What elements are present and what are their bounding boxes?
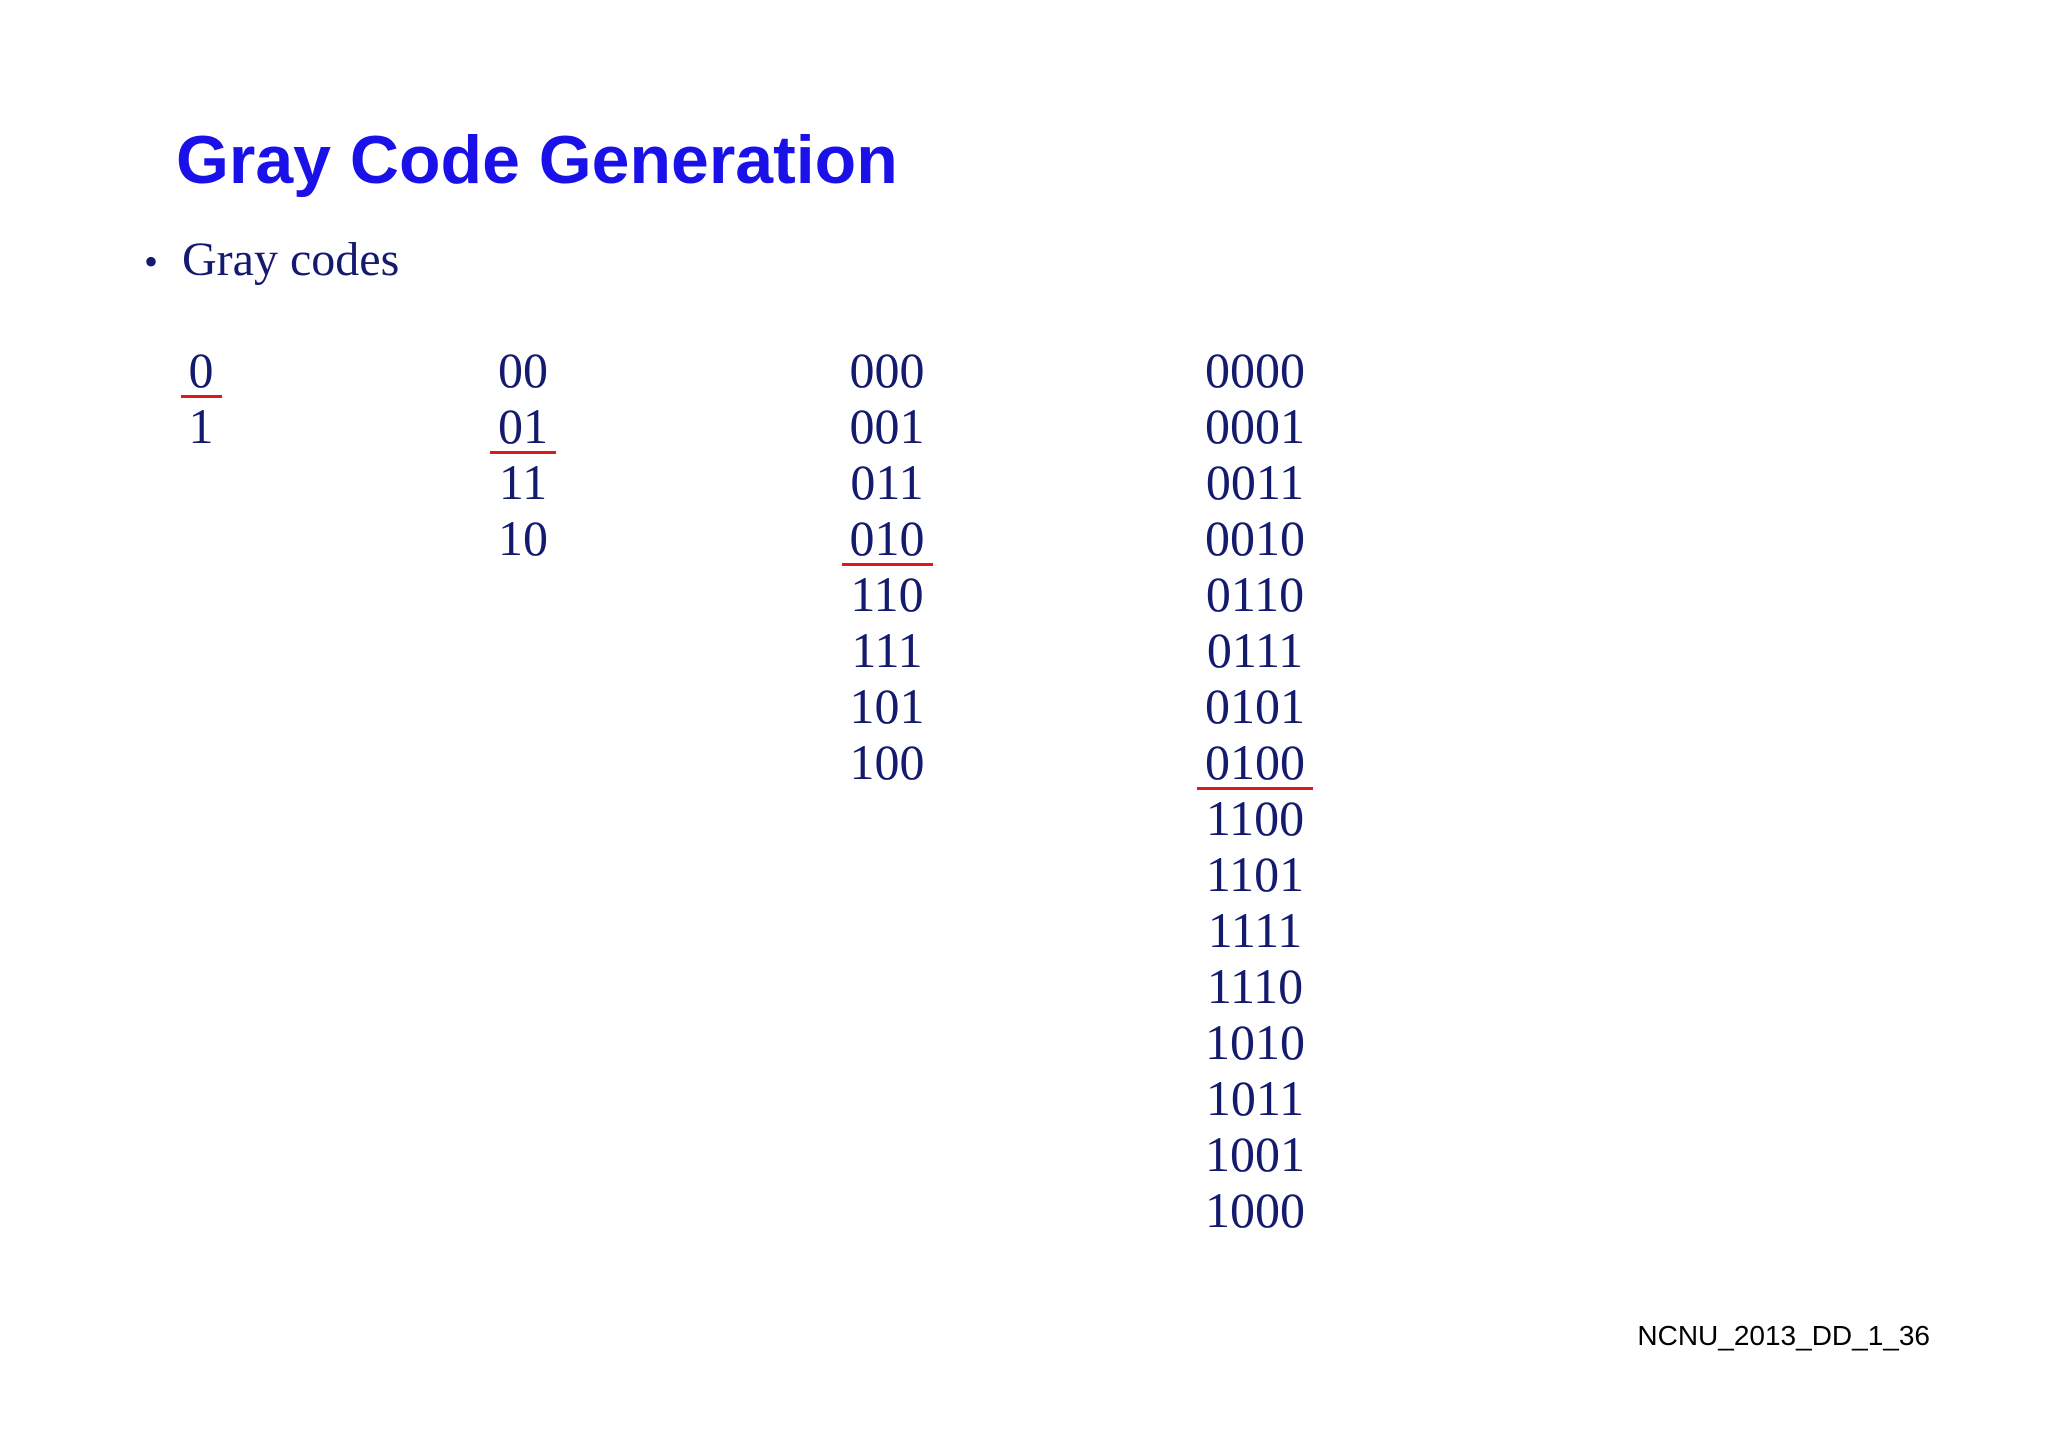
- bullet-marker: •: [144, 239, 159, 284]
- gray-code-entry: 011: [850, 454, 924, 510]
- gray-code-entry: 010: [841, 510, 933, 566]
- gray-code-entry: 11: [498, 454, 548, 510]
- gray-code-entry: 00: [498, 342, 548, 398]
- gray-code-entry: 10: [498, 510, 548, 566]
- gray-code-entry: 0100: [1197, 734, 1313, 790]
- gray-code-entry: 111: [851, 622, 923, 678]
- gray-code-entry: 01: [490, 398, 556, 454]
- gray-code-entry: 1011: [1205, 1070, 1305, 1126]
- gray-code-entry: 1100: [1205, 790, 1305, 846]
- gray-code-entry: 0111: [1206, 622, 1304, 678]
- bullet-text: Gray codes: [182, 233, 400, 286]
- gray-code-column-4bit: 0000 0001 0011 0010 0110 0111 0101 0100 1100 1101…: [1197, 342, 1313, 1238]
- gray-code-entry: 001: [849, 398, 925, 454]
- gray-code-entry: 1010: [1205, 1014, 1305, 1070]
- gray-code-entry: 101: [849, 678, 925, 734]
- gray-code-entry: 0001: [1205, 398, 1305, 454]
- gray-code-entry: 1: [188, 398, 214, 454]
- gray-code-column-2bit: 00 01 11 10: [488, 342, 558, 566]
- slide-title: Gray Code Generation: [176, 122, 898, 198]
- gray-code-entry: 1001: [1205, 1126, 1305, 1182]
- gray-code-entry: 1110: [1206, 958, 1304, 1014]
- gray-code-entry: 0101: [1205, 678, 1305, 734]
- gray-code-column-3bit: 000 001 011 010 110 111 101 100: [841, 342, 933, 790]
- bullet-item: • Gray codes: [144, 230, 399, 292]
- gray-code-entry: 000: [849, 342, 925, 398]
- gray-code-entry: 110: [850, 566, 924, 622]
- slide-footer: NCNU_2013_DD_1_36: [1637, 1320, 1930, 1351]
- gray-code-entry: 0010: [1205, 510, 1305, 566]
- gray-code-entry: 0011: [1205, 454, 1305, 510]
- gray-code-entry: 0: [180, 342, 222, 398]
- gray-code-entry: 0000: [1205, 342, 1305, 398]
- gray-code-entry: 100: [849, 734, 925, 790]
- gray-code-entry: 1101: [1205, 846, 1305, 902]
- gray-code-entry: 1000: [1205, 1182, 1305, 1238]
- gray-code-entry: 0110: [1205, 566, 1305, 622]
- gray-code-entry: 1111: [1207, 902, 1303, 958]
